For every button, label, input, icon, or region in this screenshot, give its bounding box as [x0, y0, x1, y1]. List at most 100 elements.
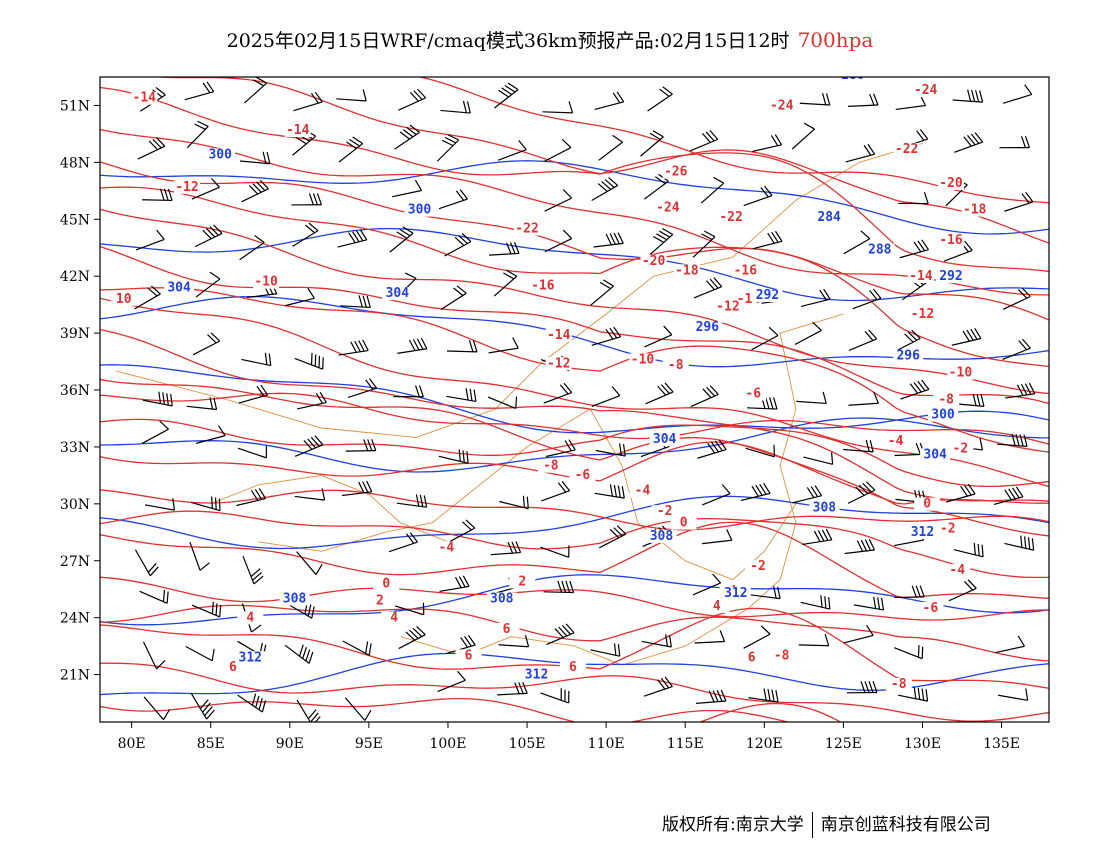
wind-barb	[693, 277, 723, 299]
label-backdrop	[893, 142, 920, 156]
wind-barb	[546, 623, 575, 646]
latitude-axis: 51N 48N 45N 42N 39N 36N 33N 30N 27N 24N 21N	[60, 98, 100, 684]
label-backdrop	[837, 77, 868, 82]
temperature-label: 6	[748, 650, 756, 665]
height-label: 304	[653, 432, 677, 447]
wind-barb	[191, 177, 220, 200]
wind-barb	[794, 321, 822, 346]
temperature-label: 2	[376, 593, 384, 608]
wind-barb	[490, 541, 522, 556]
wind-barb	[338, 136, 364, 163]
wind-barb	[344, 697, 372, 721]
label-backdrop	[205, 148, 236, 162]
temperature-label: -22	[719, 210, 742, 225]
lon-tick-label: 105E	[509, 736, 546, 752]
wind-barb	[800, 288, 831, 308]
height-label: 296	[696, 320, 720, 335]
temperature-isotherm	[417, 77, 1049, 204]
copyright-footer: 版权所有:南京大学 南京创蓝科技有限公司	[662, 810, 991, 838]
wind-barb	[186, 397, 218, 411]
wind-barb	[448, 519, 476, 543]
wind-barb	[284, 644, 314, 664]
label-backdrop	[893, 349, 924, 363]
wind-barb	[296, 391, 327, 410]
wind-barb	[848, 93, 879, 107]
wind-barb	[296, 551, 323, 575]
plot-background	[100, 77, 1049, 722]
wind-barb	[237, 445, 267, 459]
temperature-label: 4	[713, 599, 721, 614]
wind-barb	[437, 670, 466, 693]
label-backdrop	[559, 660, 586, 674]
wind-barb	[689, 129, 719, 152]
pressure-level: 700hpa	[797, 28, 874, 52]
height-label: 300	[208, 148, 232, 163]
label-backdrop	[864, 243, 895, 257]
label-backdrop	[529, 279, 556, 293]
wind-barb	[894, 645, 924, 660]
label-backdrop	[937, 233, 964, 247]
wind-barb	[694, 630, 726, 644]
label-backdrop	[907, 269, 934, 283]
wind-barb	[191, 601, 222, 618]
temperature-label: -2	[953, 442, 969, 457]
label-backdrop	[937, 177, 964, 191]
wind-barb	[141, 420, 169, 444]
wind-barb	[894, 585, 925, 599]
label-backdrop	[509, 575, 536, 589]
wind-barb	[338, 339, 369, 356]
wind-barb	[690, 385, 719, 408]
wind-barb	[444, 233, 472, 257]
wind-barb	[497, 140, 527, 161]
wind-barb	[953, 542, 984, 558]
wind-barb	[543, 580, 575, 594]
temperature-label: -26	[664, 165, 688, 180]
wind-barb	[142, 188, 173, 202]
wind-barb	[345, 439, 377, 452]
wind-barb	[543, 382, 573, 404]
temperature-label: -2	[940, 521, 956, 536]
label-backdrop	[629, 353, 656, 367]
wind-barb	[852, 288, 882, 310]
lon-tick-label: 85E	[197, 736, 225, 752]
wind-barb	[347, 378, 378, 399]
footer-separator	[811, 812, 813, 838]
wind-barb	[438, 189, 468, 210]
wind-barb	[899, 239, 930, 259]
wind-barb	[236, 488, 267, 507]
wind-barb	[499, 495, 529, 510]
wind-barb	[393, 385, 424, 398]
temperature-isotherm	[100, 378, 1049, 537]
wind-barb	[336, 89, 367, 102]
wind-barb	[134, 285, 161, 310]
temperature-isotherm	[100, 510, 1049, 579]
temperature-label: -10	[631, 352, 655, 367]
label-backdrop	[649, 433, 680, 447]
height-contour	[100, 227, 1049, 302]
temperature-label: -4	[888, 434, 904, 449]
label-backdrop	[752, 288, 783, 302]
temperature-isotherm	[100, 697, 791, 722]
temperature-label: 0	[680, 516, 688, 531]
label-backdrop	[493, 622, 520, 636]
height-label: 292	[756, 288, 779, 303]
wind-barb	[803, 452, 834, 465]
wind-barb	[238, 384, 269, 404]
temperature-isotherm	[100, 662, 1049, 722]
lat-tick-label: 30N	[60, 497, 90, 513]
wind-barb	[397, 337, 428, 354]
height-contour	[100, 495, 1049, 550]
label-backdrop	[381, 611, 408, 625]
temperature-label: -24	[770, 98, 794, 113]
wind-barb	[595, 443, 626, 457]
wind-barb	[1004, 191, 1034, 212]
height-label: 308	[283, 591, 307, 606]
label-backdrop	[947, 442, 974, 456]
label-backdrop	[961, 203, 988, 217]
wind-barb	[139, 589, 169, 604]
lon-tick-label: 115E	[667, 736, 704, 752]
height-label: 312	[724, 586, 747, 601]
wind-barb	[700, 176, 725, 204]
label-backdrop	[366, 594, 393, 608]
wind-barb	[593, 232, 624, 248]
